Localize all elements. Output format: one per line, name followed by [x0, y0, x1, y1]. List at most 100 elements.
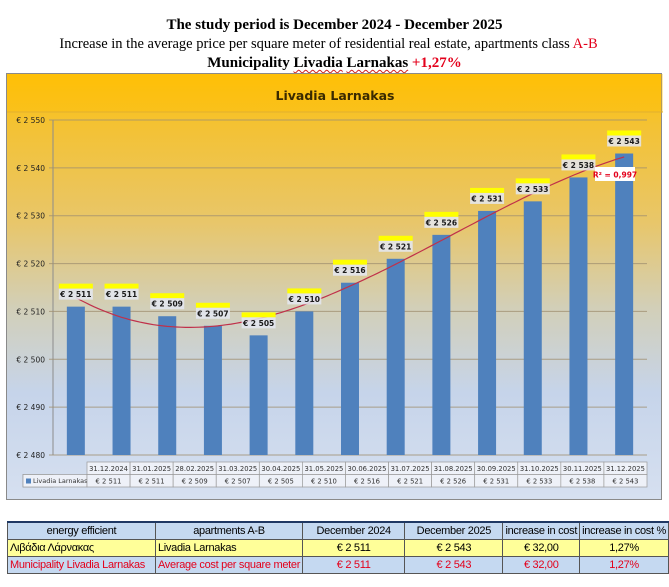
bar: [569, 177, 588, 455]
data-label-highlight: [150, 293, 185, 299]
row2-name: Average cost per square meter: [154, 556, 304, 574]
summary-row-municipality: Municipality Livadia Larnakas Average co…: [7, 556, 669, 574]
data-label: € 2 538: [561, 154, 596, 171]
data-label: € 2 526: [424, 211, 459, 228]
r-squared-background: [595, 167, 635, 181]
y-tick-label: € 2 520: [16, 260, 45, 269]
data-label: € 2 511: [58, 283, 93, 300]
row2-region: Municipality Livadia Larnakas: [7, 556, 156, 574]
data-label-highlight: [561, 154, 596, 160]
data-label: € 2 511: [104, 283, 139, 300]
data-label: € 2 533: [515, 178, 550, 195]
row1-name: Livadia Larnakas: [154, 539, 304, 557]
table-value-label: € 2 526: [440, 478, 466, 486]
bar: [523, 201, 542, 455]
data-label-box: [150, 298, 185, 310]
data-label-text: € 2 507: [196, 309, 228, 318]
table-value-label: € 2 511: [96, 478, 122, 486]
table-category-label: 31.05.2025: [304, 465, 343, 473]
header-apartments: apartments A-B: [154, 521, 304, 540]
data-label-box: [195, 307, 230, 319]
summary-table: energy efficient apartments A-B December…: [7, 521, 669, 574]
bar: [203, 325, 222, 455]
subtitle: Increase in the average price per square…: [0, 36, 663, 53]
y-tick-label: € 2 490: [16, 403, 45, 412]
data-label-box: [287, 293, 322, 305]
data-label-highlight: [424, 211, 459, 217]
y-tick-label: € 2 530: [16, 212, 45, 221]
y-tick-label: € 2 510: [16, 307, 45, 316]
y-axis-ticks: € 2 480 € 2 490 € 2 500 € 2 510 € 2 520 € 2 5…: [16, 116, 45, 460]
data-label-box: [424, 216, 459, 228]
chart-title: Livadia Larnakas: [276, 88, 395, 103]
row1-dec-2024: € 2 511: [302, 539, 406, 557]
table-category-label: 31.12.2025: [606, 465, 645, 473]
summary-header-row: energy efficient apartments A-B December…: [7, 521, 669, 540]
table-category-label: 30.04.2025: [261, 465, 300, 473]
data-label-text: € 2 531: [470, 194, 502, 203]
table-value-label: € 2 543: [612, 478, 638, 486]
data-label: € 2 521: [378, 235, 413, 252]
data-label: € 2 510: [287, 288, 322, 305]
bar: [341, 282, 359, 455]
data-label: € 2 507: [195, 302, 230, 319]
table-category-label: 31.03.2025: [218, 465, 257, 473]
r-squared-box: R² = 0,997: [593, 167, 637, 181]
y-tick-label: € 2 550: [16, 116, 45, 125]
table-category-label: 31.10.2025: [520, 465, 559, 473]
bars: [66, 153, 634, 455]
y-tick-label: € 2 540: [16, 164, 45, 173]
data-label-highlight: [333, 259, 367, 265]
y-tick-label: € 2 480: [16, 451, 45, 460]
y-tick-label: € 2 500: [16, 355, 45, 364]
data-label-box: [561, 159, 596, 171]
data-label-text: € 2 533: [516, 185, 548, 194]
table-value-label: € 2 507: [225, 478, 251, 486]
data-label-text: € 2 511: [105, 290, 137, 299]
header-increase-cost: increase in cost: [502, 521, 581, 540]
data-label: € 2 543: [607, 130, 642, 147]
table-value-label: € 2 538: [569, 478, 595, 486]
data-label-highlight: [378, 235, 413, 241]
data-label-box: [104, 288, 139, 300]
data-labels: € 2 511 € 2 511 € 2 509 € 2 507 € 2 505 € 2 5…: [58, 130, 642, 329]
subtitle-text: Increase in the average price per square…: [59, 36, 573, 52]
apartment-class: A-B: [572, 36, 598, 52]
legend-swatch-icon: [26, 478, 31, 484]
municipality-heading: Municipality Livadia Larnakas +1,27%: [0, 55, 669, 72]
municipality-name-1: Livadia: [293, 55, 343, 71]
data-label-box: [607, 135, 642, 147]
row1-increase: € 32,00: [502, 539, 581, 557]
percent-change: +1,27%: [411, 55, 462, 71]
bar: [386, 258, 405, 455]
data-label-box: [333, 264, 367, 276]
chart-title-band: [7, 74, 663, 112]
table-value-label: € 2 510: [311, 478, 337, 486]
data-label-text: € 2 509: [151, 300, 183, 309]
table-category-label: 30.09.2025: [477, 465, 516, 473]
data-label-highlight: [470, 187, 505, 193]
data-label-box: [58, 288, 93, 300]
header-december-2025: December 2025: [404, 521, 504, 540]
header-increase-cost-pct: increase in cost %: [579, 521, 669, 540]
data-label-highlight: [104, 283, 139, 289]
data-label-highlight: [241, 312, 276, 318]
chart-frame: Livadia Larnakas € 2 480 € 2 490 € 2 500 € …: [6, 73, 663, 500]
data-label-box: [515, 183, 550, 195]
study-period-title: The study period is December 2024 - Dece…: [166, 17, 503, 33]
data-label-text: € 2 521: [379, 242, 411, 251]
municipality-prefix: Municipality: [207, 55, 294, 71]
table-category-label: 31.07.2025: [391, 465, 430, 473]
r-squared-label: R² = 0,997: [593, 171, 637, 180]
table-category-label: 31.12.2024: [89, 465, 128, 473]
table-category-label: 31.08.2025: [434, 465, 473, 473]
bar: [112, 306, 131, 455]
data-label-text: € 2 543: [607, 137, 639, 146]
data-label-text: € 2 538: [562, 161, 594, 170]
table-value-label: € 2 516: [354, 478, 380, 486]
row1-dec-2025: € 2 543: [404, 539, 504, 557]
bar: [478, 210, 497, 455]
data-label-text: € 2 511: [59, 290, 91, 299]
table-category-label: 30.11.2025: [563, 465, 602, 473]
row2-increase-pct: 1,27%: [579, 556, 669, 574]
